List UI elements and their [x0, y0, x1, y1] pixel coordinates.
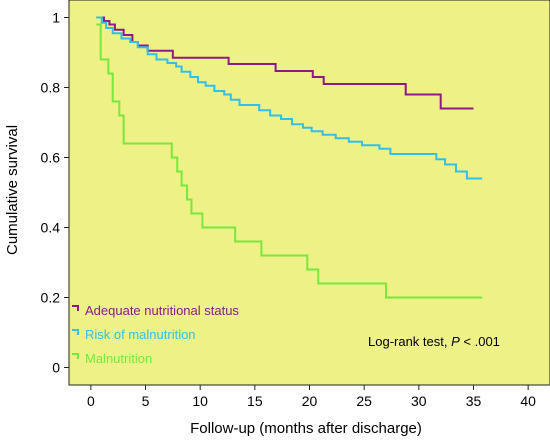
- y-tick-label: 0: [52, 360, 60, 376]
- legend-swatch: [72, 329, 79, 335]
- x-tick-label: 10: [192, 393, 208, 409]
- legend-label: Risk of malnutrition: [85, 327, 196, 342]
- legend-item-1: Adequate nutritional status: [72, 303, 239, 318]
- annotation-suffix: < .001: [460, 334, 500, 349]
- annotation-p-symbol: P: [451, 334, 460, 349]
- survival-curve-1: [96, 16, 474, 110]
- axes: 0 5 10 15 20 25 30 35 40 0 0.2 0.4 0.6 0.8 1: [41, 10, 537, 410]
- x-tick-label: 5: [142, 393, 150, 409]
- y-tick-label: 0.6: [41, 150, 61, 166]
- x-axis-label: Follow-up (months after discharge): [190, 420, 422, 437]
- survival-curve-3: [96, 23, 483, 299]
- legend-label: Adequate nutritional status: [85, 303, 239, 318]
- x-tick-label: 25: [356, 393, 372, 409]
- x-tick-label: 0: [87, 393, 95, 409]
- legend: Adequate nutritional status Risk of malnu…: [72, 303, 239, 366]
- x-tick-label: 20: [302, 393, 318, 409]
- legend-swatch: [72, 353, 79, 359]
- log-rank-annotation: Log-rank test, P < .001: [368, 334, 500, 349]
- survival-curves: [96, 16, 483, 299]
- survival-curve-2: [96, 16, 483, 180]
- legend-item-2: Risk of malnutrition: [72, 327, 196, 342]
- y-tick-label: 0.2: [41, 290, 61, 306]
- x-tick-label: 35: [466, 393, 482, 409]
- y-tick-label: 0.8: [41, 80, 61, 96]
- y-tick-label: 0.4: [41, 220, 61, 236]
- x-tick-label: 15: [247, 393, 263, 409]
- legend-item-3: Malnutrition: [72, 351, 152, 366]
- x-tick-label: 40: [520, 393, 536, 409]
- legend-label: Malnutrition: [85, 351, 152, 366]
- x-tick-label: 30: [411, 393, 427, 409]
- plot-area: [68, 0, 550, 386]
- y-axis-label: Cumulative survival: [4, 125, 21, 255]
- y-tick-label: 1: [52, 10, 60, 26]
- legend-swatch: [72, 305, 79, 311]
- annotation-prefix: Log-rank test,: [368, 334, 451, 349]
